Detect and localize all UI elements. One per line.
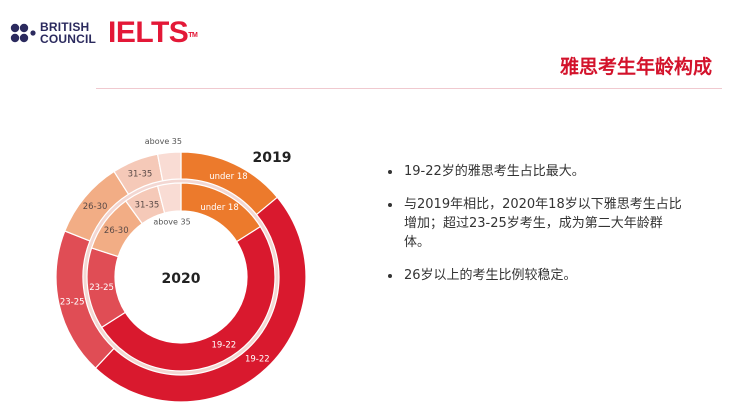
header: BRITISH COUNCIL IELTSTM 雅思考生年龄构成 (0, 0, 748, 90)
header-divider (96, 88, 722, 89)
ielts-logo: IELTSTM (108, 16, 198, 49)
british-council-wordmark: BRITISH COUNCIL (40, 21, 96, 45)
slice-2019-19-22 (94, 196, 307, 403)
slice-label-2020-31-35: 31-35 (135, 201, 160, 211)
slice-label-2020-above-35: above 35 (153, 218, 190, 227)
slice-2019-above-35 (156, 151, 182, 182)
slice-label-2019-19-22: 19-22 (245, 354, 270, 364)
bullet-item: 与2019年相比，2020年18岁以下雅思考生占比增加；超过23-25岁考生，成… (388, 195, 688, 252)
brand-line-1: BRITISH (40, 20, 90, 34)
slice-label-2020-19-22: 19-22 (212, 341, 237, 351)
ring-separator (83, 179, 279, 375)
bullet-text: 19-22岁的雅思考生占比最大。 (404, 164, 585, 179)
slice-label-2019-under-18: under 18 (209, 172, 247, 182)
slice-label-2019-31-35: 31-35 (128, 169, 153, 179)
slice-label-2019-26-30: 26-30 (83, 202, 108, 212)
bullet-text: 与2019年相比，2020年18岁以下雅思考生占比增加；超过23-25岁考生，成… (404, 197, 682, 250)
slice-label-2019-above-35: above 35 (145, 137, 182, 146)
slice-2020-above-35 (156, 182, 182, 214)
slice-label-2020-26-30: 26-30 (104, 226, 129, 236)
bullet-text: 26岁以上的考生比例较稳定。 (404, 268, 577, 283)
bullet-item: 19-22岁的雅思考生占比最大。 (388, 162, 688, 181)
ielts-trademark: TM (188, 32, 198, 39)
slice-label-2019-23-25: 23-25 (60, 297, 85, 307)
brand-line-2: COUNCIL (40, 32, 97, 46)
bullet-dot-icon (388, 274, 392, 278)
slice-2020-19-22 (100, 225, 276, 372)
page-title: 雅思考生年龄构成 (559, 56, 712, 78)
outer-ring-title: 2019 (253, 150, 292, 166)
bullet-item: 26岁以上的考生比例较稳定。 (388, 266, 688, 285)
ielts-wordmark: IELTS (108, 16, 189, 49)
bullet-list: 19-22岁的雅思考生占比最大。 与2019年相比，2020年18岁以下雅思考生… (388, 162, 688, 299)
slice-label-2020-under-18: under 18 (200, 203, 238, 213)
british-council-logo-dots (10, 23, 36, 43)
bullet-dot-icon (388, 203, 392, 207)
inner-ring-title: 2020 (162, 271, 201, 287)
slice-label-2020-23-25: 23-25 (89, 283, 114, 293)
bullet-dot-icon (388, 170, 392, 174)
